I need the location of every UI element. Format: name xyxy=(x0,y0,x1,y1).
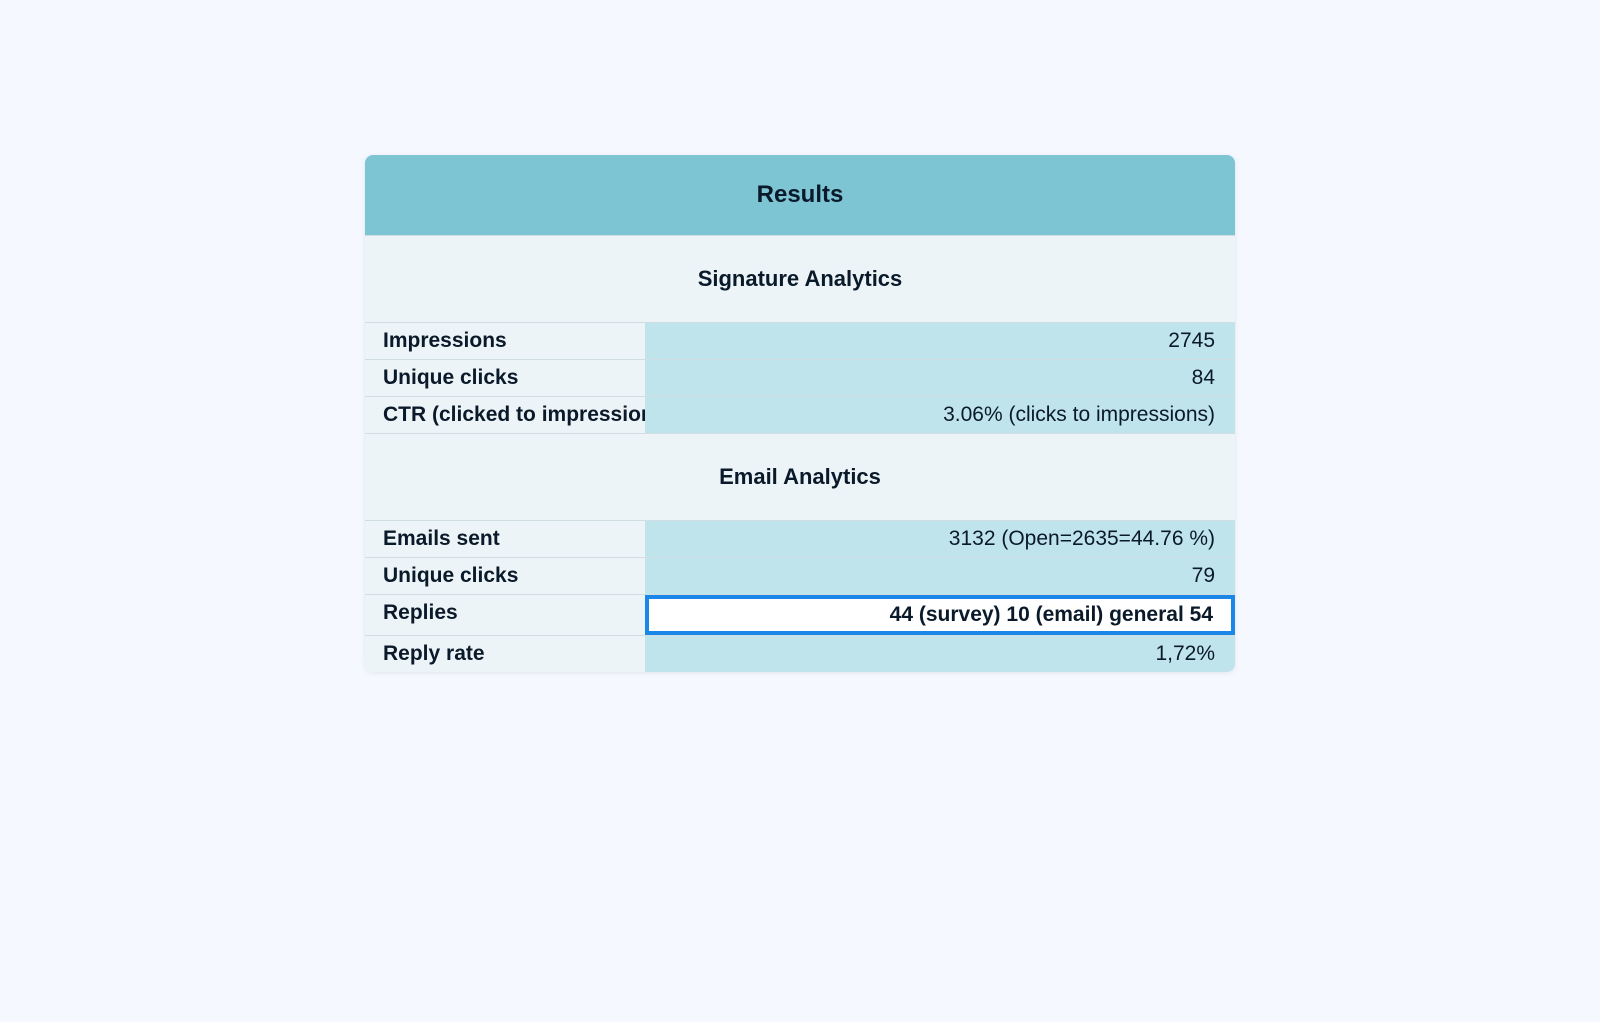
label-signature-unique-clicks: Unique clicks xyxy=(365,360,645,396)
row-emails-sent: Emails sent 3132 (Open=2635=44.76 %) xyxy=(365,520,1235,557)
label-impressions: Impressions xyxy=(365,323,645,359)
card-header: Results xyxy=(365,155,1235,235)
label-replies: Replies xyxy=(365,595,645,635)
row-reply-rate: Reply rate 1,72% xyxy=(365,635,1235,672)
label-ctr: CTR (clicked to impressions) xyxy=(365,397,645,433)
results-card: Results Signature Analytics Impressions … xyxy=(365,155,1235,672)
value-email-unique-clicks: 79 xyxy=(645,558,1235,594)
row-ctr: CTR (clicked to impressions) 3.06% (clic… xyxy=(365,396,1235,433)
value-ctr: 3.06% (clicks to impressions) xyxy=(645,397,1235,433)
value-impressions: 2745 xyxy=(645,323,1235,359)
row-replies: Replies 44 (survey) 10 (email) general 5… xyxy=(365,594,1235,635)
row-impressions: Impressions 2745 xyxy=(365,322,1235,359)
signature-analytics-title: Signature Analytics xyxy=(698,266,903,291)
email-analytics-header: Email Analytics xyxy=(365,433,1235,520)
email-analytics-title: Email Analytics xyxy=(719,464,881,489)
value-emails-sent: 3132 (Open=2635=44.76 %) xyxy=(645,521,1235,557)
label-email-unique-clicks: Unique clicks xyxy=(365,558,645,594)
row-email-unique-clicks: Unique clicks 79 xyxy=(365,557,1235,594)
label-emails-sent: Emails sent xyxy=(365,521,645,557)
label-reply-rate: Reply rate xyxy=(365,636,645,672)
value-replies[interactable]: 44 (survey) 10 (email) general 54 xyxy=(645,595,1235,635)
card-title: Results xyxy=(757,181,844,208)
signature-analytics-header: Signature Analytics xyxy=(365,235,1235,322)
value-signature-unique-clicks: 84 xyxy=(645,360,1235,396)
value-reply-rate: 1,72% xyxy=(645,636,1235,672)
row-signature-unique-clicks: Unique clicks 84 xyxy=(365,359,1235,396)
